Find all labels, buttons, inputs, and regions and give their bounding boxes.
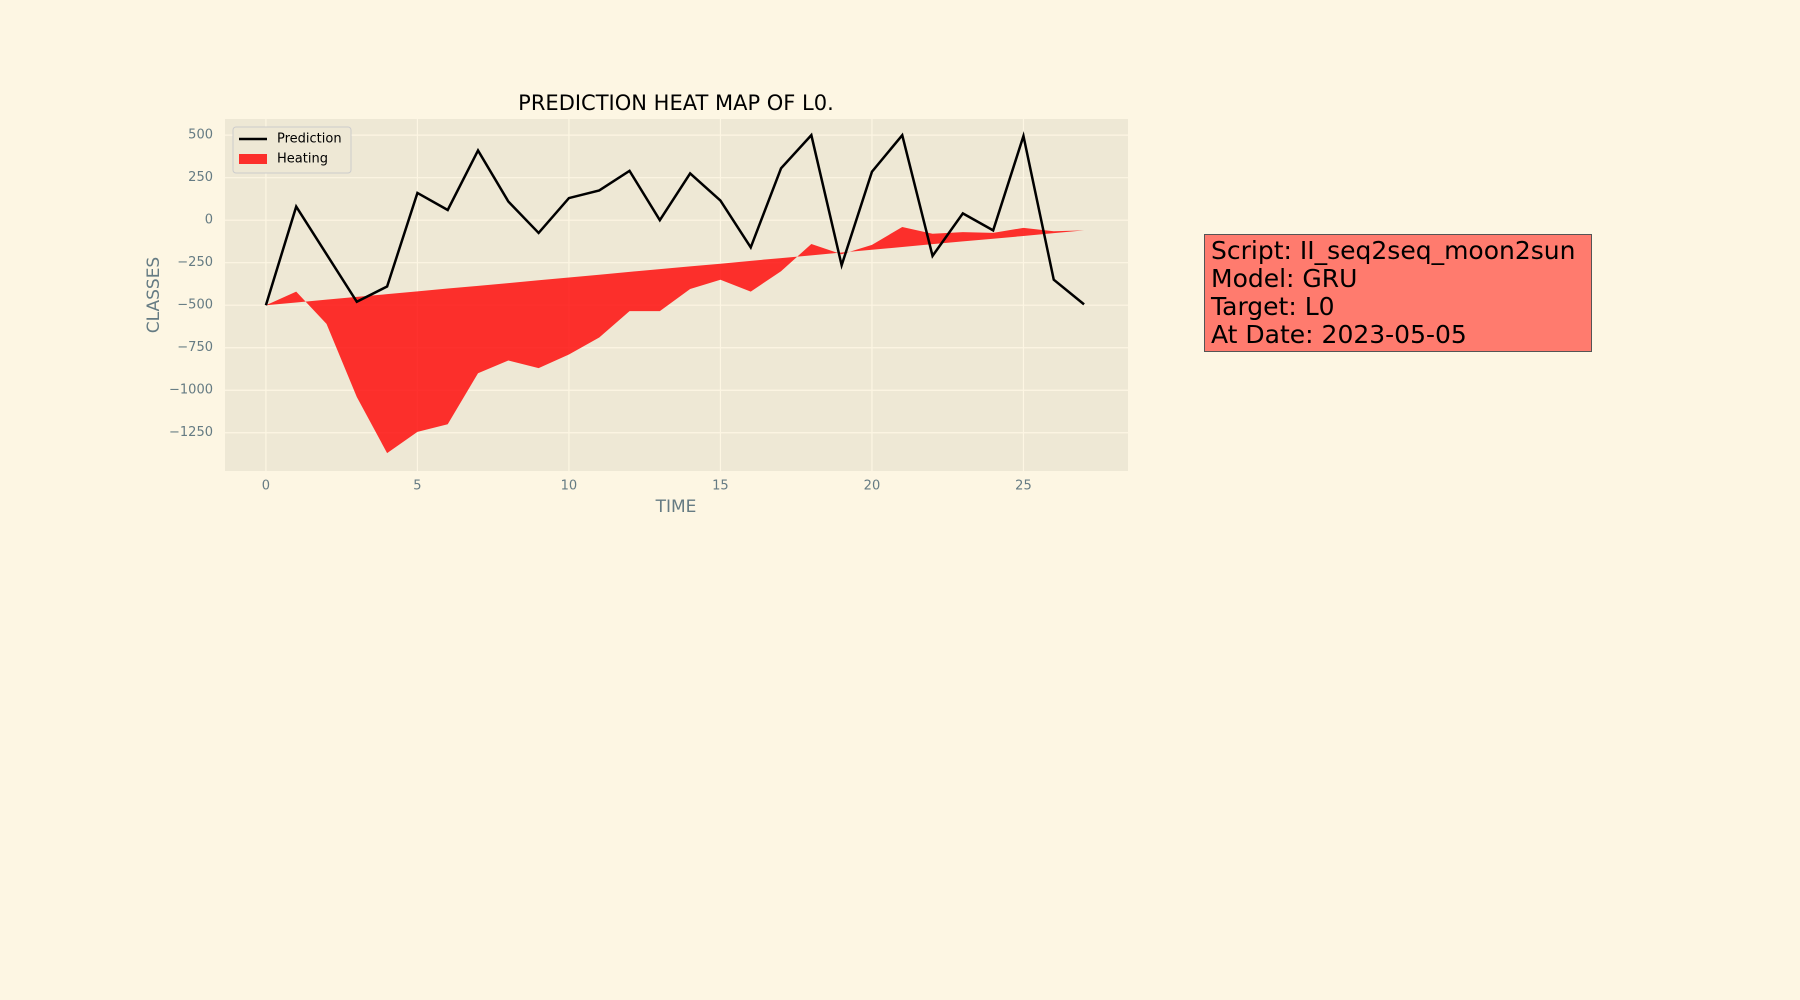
y-tick-label: −250 — [177, 255, 213, 270]
legend-label: Heating — [277, 152, 328, 167]
x-tick-label: 15 — [712, 479, 729, 494]
x-tick-label: 25 — [1015, 479, 1032, 494]
info-line: Target: L0 — [1211, 292, 1335, 321]
prediction-line — [264, 131, 1085, 306]
legend-label: Prediction — [277, 132, 342, 147]
x-axis-label: TIME — [655, 497, 697, 517]
x-tick-label: 10 — [561, 479, 578, 494]
info-line: Script: II_seq2seq_moon2sun — [1211, 236, 1576, 265]
y-tick-label: 250 — [188, 170, 213, 185]
y-tick-label: −750 — [177, 340, 213, 355]
heating-area — [265, 226, 1085, 454]
info-box: Script: II_seq2seq_moon2sun Model: GRU Tar… — [1204, 234, 1592, 352]
y-tick-label: −1250 — [169, 425, 213, 440]
info-line: At Date: 2023-05-05 — [1211, 320, 1467, 349]
x-tick-label: 20 — [864, 479, 881, 494]
y-tick-label: −500 — [177, 298, 213, 313]
y-tick-label: −1000 — [169, 383, 213, 398]
chart-title: PREDICTION HEAT MAP OF L0. — [518, 91, 834, 115]
y-axis-label: CLASSES — [144, 257, 164, 333]
y-tick-label: 0 — [205, 213, 213, 228]
y-tick-label: 500 — [188, 128, 213, 143]
legend-swatch — [239, 154, 267, 164]
info-line: Model: GRU — [1211, 264, 1358, 293]
x-tick-label: 5 — [413, 479, 421, 494]
x-tick-label: 0 — [262, 479, 270, 494]
